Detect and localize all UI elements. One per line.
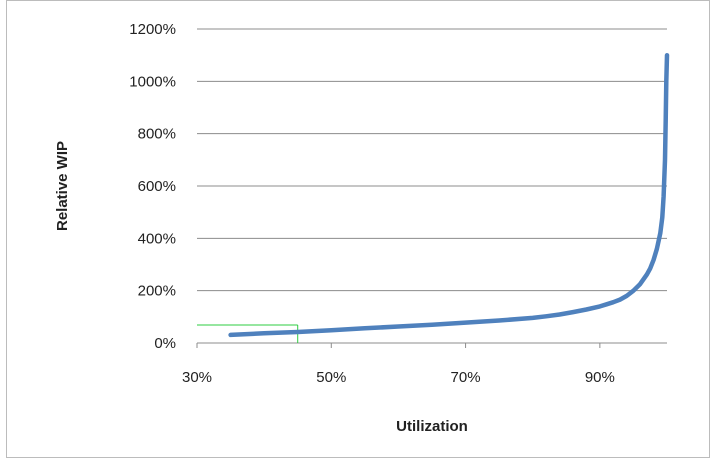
- x-axis-ticks: [196, 343, 601, 348]
- x-tick-label: 70%: [451, 369, 481, 386]
- y-axis-tick-labels: 0% 200% 400% 600% 800% 1000% 1200%: [129, 21, 176, 352]
- y-tick-label: 1000%: [129, 73, 176, 90]
- x-axis-title: Utilization: [396, 418, 468, 435]
- y-tick-label: 0%: [154, 335, 176, 352]
- y-tick-label: 800%: [138, 126, 176, 143]
- gridlines: [197, 28, 667, 292]
- y-axis-title: Relative WIP: [54, 141, 71, 231]
- chart-frame: [6, 0, 710, 458]
- y-tick-label: 400%: [138, 230, 176, 247]
- y-tick-label: 1200%: [129, 21, 176, 38]
- x-axis-tick-labels: 30% 50% 70% 90%: [182, 369, 615, 386]
- x-tick-label: 30%: [182, 369, 212, 386]
- y-tick-label: 600%: [138, 178, 176, 195]
- x-tick-label: 90%: [585, 369, 615, 386]
- series-line-relative-wip: [228, 52, 670, 338]
- y-tick-label: 200%: [138, 283, 176, 300]
- x-tick-label: 50%: [316, 369, 346, 386]
